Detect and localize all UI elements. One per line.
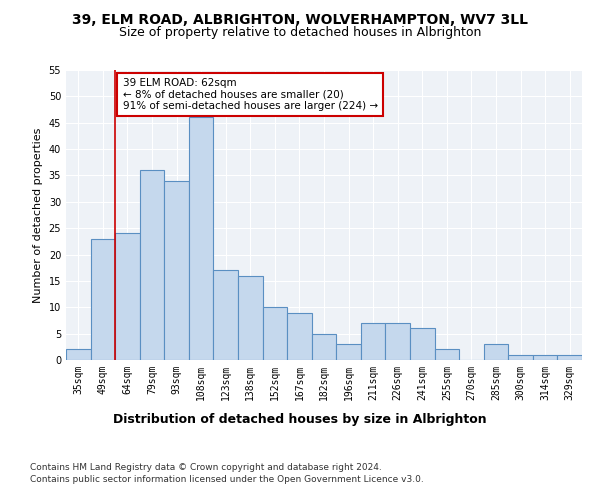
Bar: [66, 350, 91, 360]
Bar: [214, 270, 238, 360]
Text: Size of property relative to detached houses in Albrighton: Size of property relative to detached ho…: [119, 26, 481, 39]
Bar: [508, 354, 533, 360]
Bar: [91, 238, 115, 360]
Bar: [361, 323, 385, 360]
Bar: [287, 312, 312, 360]
Text: 39 ELM ROAD: 62sqm
← 8% of detached houses are smaller (20)
91% of semi-detached: 39 ELM ROAD: 62sqm ← 8% of detached hous…: [122, 78, 377, 111]
Bar: [336, 344, 361, 360]
Text: 39, ELM ROAD, ALBRIGHTON, WOLVERHAMPTON, WV7 3LL: 39, ELM ROAD, ALBRIGHTON, WOLVERHAMPTON,…: [72, 12, 528, 26]
Bar: [140, 170, 164, 360]
Bar: [385, 323, 410, 360]
Bar: [557, 354, 582, 360]
Y-axis label: Number of detached properties: Number of detached properties: [33, 128, 43, 302]
Bar: [263, 308, 287, 360]
Bar: [189, 118, 214, 360]
Bar: [238, 276, 263, 360]
Text: Contains HM Land Registry data © Crown copyright and database right 2024.: Contains HM Land Registry data © Crown c…: [30, 462, 382, 471]
Bar: [164, 180, 189, 360]
Bar: [434, 350, 459, 360]
Bar: [484, 344, 508, 360]
Bar: [312, 334, 336, 360]
Text: Distribution of detached houses by size in Albrighton: Distribution of detached houses by size …: [113, 412, 487, 426]
Bar: [533, 354, 557, 360]
Bar: [410, 328, 434, 360]
Bar: [115, 234, 140, 360]
Text: Contains public sector information licensed under the Open Government Licence v3: Contains public sector information licen…: [30, 475, 424, 484]
